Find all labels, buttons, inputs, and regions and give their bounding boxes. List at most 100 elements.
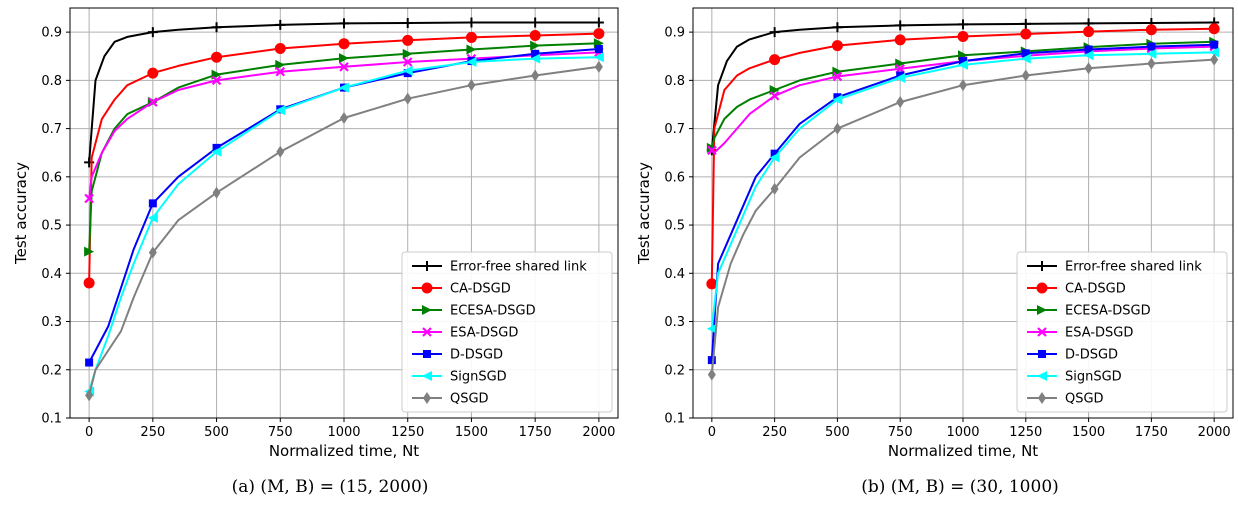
- marker-s5-pleg: [422, 371, 432, 381]
- legend-label-1: CA-DSGD: [450, 282, 511, 297]
- x-axis-label: Normalized time, Nt: [269, 442, 419, 460]
- x-tick-label: 0: [85, 425, 93, 440]
- x-tick-label: 1000: [946, 425, 979, 440]
- marker-s1-p0: [706, 278, 718, 290]
- marker-s1-p5: [147, 67, 159, 79]
- marker-s0-p10: [1020, 18, 1031, 29]
- marker-s0-p9: [339, 18, 349, 29]
- y-tick-label: 0.5: [41, 219, 62, 234]
- marker-s5-p11: [1083, 50, 1094, 61]
- y-tick-label: 0.8: [664, 74, 685, 89]
- y-tick-label: 0.9: [41, 26, 62, 41]
- marker-s1-pleg: [421, 282, 433, 294]
- series-line-4: [710, 43, 1215, 361]
- marker-s6-p12: [1147, 57, 1156, 70]
- legend-label-5: SignSGD: [1065, 370, 1122, 385]
- legend-label-1: CA-DSGD: [1065, 282, 1126, 297]
- legend-box: [1016, 251, 1228, 413]
- marker-s5-p10: [402, 65, 413, 76]
- legend-label-6: QSGD: [1065, 392, 1104, 407]
- series-1: [706, 23, 1220, 290]
- y-tick-label: 0.2: [41, 363, 62, 378]
- marker-s3-p0: [84, 193, 94, 204]
- marker-s2-p0: [706, 142, 717, 153]
- marker-s6-pleg: [423, 392, 431, 404]
- marker-s0-p8: [895, 20, 906, 31]
- y-tick-label: 0.4: [664, 267, 685, 282]
- marker-s3-pleg: [422, 327, 432, 337]
- marker-s6-p8: [276, 145, 285, 158]
- marker-s6-p12: [531, 69, 540, 82]
- x-tick-label: 0: [708, 425, 716, 440]
- marker-s1-p5: [769, 54, 781, 66]
- y-tick-label: 0.7: [664, 122, 685, 137]
- y-tick-label: 0.4: [41, 267, 62, 282]
- x-tick-label: 2000: [582, 425, 615, 440]
- series-6: [707, 53, 1219, 381]
- marker-s2-p9: [339, 53, 349, 64]
- marker-s1-p7: [211, 51, 223, 63]
- marker-s1-p8: [894, 34, 906, 46]
- series-line-2: [710, 40, 1215, 149]
- y-tick-label: 0.1: [664, 412, 685, 427]
- marker-s1-p0: [83, 277, 95, 289]
- y-tick-label: 0.9: [664, 26, 685, 41]
- series-line-5: [88, 56, 599, 392]
- legend-label-0: Error-free shared link: [1065, 260, 1202, 275]
- marker-s5-p9: [339, 82, 349, 93]
- legend-label-6: QSGD: [450, 392, 489, 407]
- marker-s3-p7: [211, 75, 222, 86]
- marker-s0-p8: [275, 19, 286, 30]
- marker-s0-p10: [402, 17, 413, 28]
- figure-caption: (b) (M, B) = (30, 1000): [861, 477, 1059, 497]
- marker-s0-p7: [211, 22, 222, 33]
- marker-s1-p11: [465, 31, 477, 43]
- marker-s1-pleg: [1036, 282, 1048, 294]
- x-tick-label: 1500: [455, 425, 488, 440]
- chart-panel-b: 0 250 500 750 1000 1250 1500 1750 2000 0.1 0.2 0.3 0…: [635, 7, 1234, 497]
- marker-s4-pleg: [1038, 350, 1046, 358]
- legend-label-5: SignSGD: [450, 370, 507, 385]
- marker-s1-p8: [274, 43, 286, 55]
- marker-s0-p9: [958, 19, 968, 30]
- marker-s5-p11: [466, 57, 477, 68]
- x-tick-label: 2000: [1198, 425, 1231, 440]
- y-tick-label: 0.1: [41, 412, 62, 427]
- legend-label-2: ECESA-DSGD: [450, 304, 536, 319]
- marker-s4-p13: [1210, 40, 1219, 49]
- marker-s5-p8: [275, 105, 286, 116]
- marker-s4-p10: [1021, 49, 1030, 58]
- marker-s5-p12: [530, 53, 541, 64]
- y-tick-label: 0.5: [664, 219, 685, 234]
- y-tick-label: 0.7: [41, 122, 62, 137]
- x-tick-label: 1000: [327, 425, 360, 440]
- marker-s1-p12: [529, 29, 541, 41]
- x-tick-label: 1750: [1135, 425, 1168, 440]
- marker-s0-p11: [466, 17, 477, 28]
- series-1: [83, 28, 605, 289]
- series-5: [706, 47, 1220, 334]
- series-line-0: [88, 21, 599, 163]
- legend: Error-free shared link CA-DSGD ECESA-DSGD E…: [1016, 251, 1228, 413]
- marker-s1-p10: [402, 34, 414, 46]
- marker-s4-p0: [707, 356, 716, 365]
- marker-s6-p8: [896, 96, 905, 109]
- x-tick-label: 750: [268, 425, 293, 440]
- marker-s5-p10: [1020, 53, 1031, 64]
- marker-s6-p10: [1021, 69, 1030, 82]
- marker-s6-pleg: [1038, 392, 1046, 404]
- marker-s6-p0: [85, 389, 94, 402]
- series-line-6: [88, 65, 600, 396]
- marker-s4-p11: [1084, 45, 1093, 54]
- marker-s4-p5: [770, 149, 779, 158]
- marker-s1-p9: [338, 38, 350, 50]
- marker-s5-pleg: [1037, 371, 1047, 381]
- marker-s6-p11: [1084, 62, 1093, 75]
- x-tick-label: 1250: [1009, 425, 1042, 440]
- y-tick-label: 0.6: [41, 170, 62, 185]
- x-tick-label: 750: [888, 425, 913, 440]
- marker-s0-p12: [530, 17, 541, 28]
- y-tick-label: 0.8: [41, 74, 62, 89]
- marker-s4-pleg: [423, 350, 431, 358]
- marker-s6-p5: [770, 182, 779, 195]
